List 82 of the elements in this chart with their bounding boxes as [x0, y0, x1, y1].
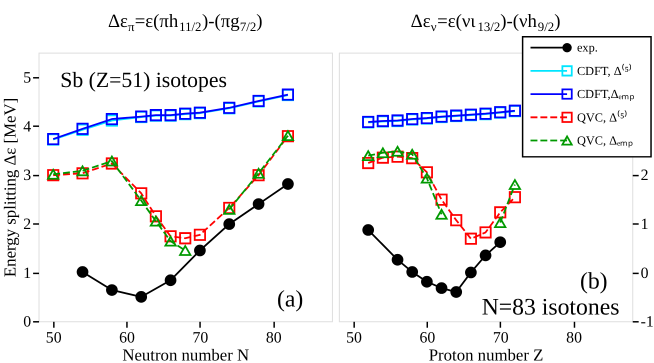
point: [420, 172, 433, 184]
point: [494, 206, 506, 218]
point: [106, 157, 118, 170]
point: [494, 236, 506, 248]
point: [479, 226, 492, 238]
y-tick-label: 0: [640, 264, 649, 282]
point: [164, 274, 176, 286]
point: [436, 282, 448, 294]
y-tick-label: 4: [23, 118, 32, 136]
point: [194, 228, 206, 241]
y-tick-label: 1: [23, 264, 32, 282]
point: [179, 232, 192, 244]
legend-label: exp.: [576, 40, 598, 55]
x-tick-label: 60: [119, 330, 136, 347]
legend-label: QVC, Δ⁽⁵⁾: [576, 109, 628, 124]
point: [223, 218, 236, 230]
point: [252, 169, 265, 182]
y-tick-label: 2: [640, 167, 649, 184]
point: [135, 187, 148, 200]
point: [106, 156, 118, 166]
x-tick-label: 70: [492, 330, 509, 347]
point: [179, 245, 192, 256]
annotation: (a): [276, 286, 304, 312]
y-tick-label: 2: [23, 216, 32, 234]
x-tick-label: 70: [192, 330, 208, 347]
point: [282, 178, 294, 190]
legend-label: CDFT, Δ⁽⁵⁾: [576, 62, 632, 78]
point: [494, 217, 506, 228]
legend-label: QVC, Δₑₘₚ: [576, 133, 634, 148]
point: [76, 165, 89, 176]
point: [362, 156, 374, 170]
point: [508, 179, 521, 190]
point: [450, 286, 462, 298]
y-tick-label: 1: [640, 216, 649, 234]
point: [435, 194, 448, 206]
point: [164, 236, 177, 247]
legend-label: CDFT,Δₑₘₚ: [576, 87, 635, 102]
point: [450, 214, 462, 226]
x-tick-label: 80: [566, 330, 582, 347]
point: [420, 166, 433, 178]
point: [252, 168, 265, 179]
point: [76, 167, 89, 180]
point: [406, 148, 418, 160]
point: [150, 216, 162, 227]
x-tick-label: 50: [46, 330, 62, 347]
point: [406, 266, 418, 278]
point: [376, 152, 389, 164]
point: [194, 244, 206, 256]
annotation: (b): [580, 268, 608, 295]
point: [362, 224, 374, 236]
x-axis-title: Proton number Z: [428, 345, 544, 363]
point: [135, 195, 148, 206]
y-axis-title: Energy splitting Δε [MeV]: [0, 98, 20, 278]
point: [406, 152, 418, 164]
x-tick-label: 50: [346, 330, 362, 347]
y-tick-label: -1: [640, 314, 654, 331]
point: [391, 150, 404, 163]
y-tick-label: 0: [23, 314, 32, 331]
point: [150, 210, 162, 222]
point: [135, 291, 148, 303]
point: [164, 230, 177, 242]
point: [508, 191, 521, 204]
point: [435, 208, 448, 220]
point: [76, 266, 88, 278]
point: [392, 254, 404, 266]
point: [464, 232, 477, 245]
point: [480, 250, 492, 262]
annotation: Sb (Z=51) isotopes: [60, 68, 227, 92]
x-tick-label: 80: [266, 330, 282, 347]
point: [421, 276, 433, 288]
x-tick-label: 60: [419, 330, 436, 347]
point: [376, 147, 389, 158]
point: [106, 284, 118, 296]
point: [252, 198, 264, 210]
point: [223, 204, 236, 215]
y-tick-label: 3: [23, 167, 32, 184]
annotation: N=83 isotones: [482, 294, 620, 320]
point: [465, 266, 477, 278]
point: [391, 146, 404, 157]
point: [362, 150, 374, 162]
y-tick-label: 5: [23, 69, 32, 86]
x-axis-title: Neutron number N: [122, 345, 250, 363]
